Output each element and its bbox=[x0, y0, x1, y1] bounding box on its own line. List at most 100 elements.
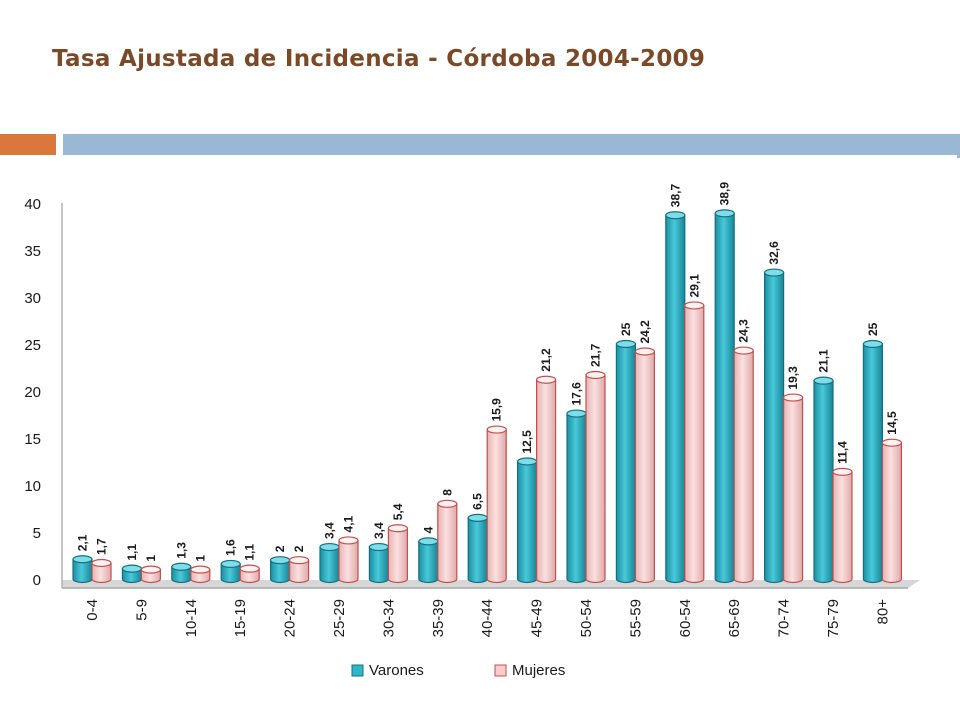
bar-varones-top bbox=[665, 211, 686, 220]
y-tick-label: 10 bbox=[24, 478, 41, 495]
bar-mujeres bbox=[536, 379, 557, 584]
x-tick-label: 50-54 bbox=[578, 599, 595, 637]
bar-varones-top bbox=[516, 457, 538, 466]
data-label: 32,6 bbox=[767, 241, 781, 265]
x-tick-label: 20-24 bbox=[282, 599, 299, 637]
bar-varones bbox=[319, 546, 340, 584]
bar-mujeres-top bbox=[486, 425, 507, 434]
data-label: 6,5 bbox=[471, 493, 485, 510]
bar-varones-top bbox=[763, 268, 785, 277]
x-tick-label: 60-54 bbox=[677, 599, 694, 637]
bar-mujeres bbox=[91, 562, 112, 584]
bar-varones bbox=[862, 343, 883, 584]
data-label: 38,7 bbox=[668, 184, 682, 208]
bar-varones-top bbox=[72, 555, 93, 564]
y-tick-label: 5 bbox=[33, 525, 41, 542]
bar-mujeres-top bbox=[239, 564, 260, 573]
bar-varones bbox=[764, 271, 785, 584]
bar-varones-top bbox=[319, 542, 340, 552]
bar-varones-top bbox=[566, 409, 587, 418]
y-tick-label: 15 bbox=[24, 431, 41, 448]
data-label: 15,9 bbox=[490, 398, 504, 422]
data-label: 1 bbox=[193, 555, 207, 562]
x-tick-label: 75-79 bbox=[825, 599, 842, 637]
data-label: 38,9 bbox=[718, 182, 732, 206]
data-label: 29,1 bbox=[687, 274, 701, 298]
x-tick-label: 45-49 bbox=[529, 599, 546, 637]
bar-mujeres bbox=[338, 539, 359, 584]
bar-varones bbox=[418, 540, 439, 584]
x-tick-label: 25-29 bbox=[331, 599, 348, 637]
legend-swatch-mujeres bbox=[494, 664, 507, 677]
x-tick-label: 35-39 bbox=[430, 599, 447, 637]
bar-mujeres bbox=[783, 396, 804, 584]
data-label: 25 bbox=[866, 322, 880, 336]
x-tick-label: 5-9 bbox=[133, 599, 150, 621]
data-label: 21,7 bbox=[589, 343, 603, 367]
bar-mujeres-top bbox=[585, 370, 606, 380]
x-tick-label: 15-19 bbox=[232, 599, 249, 637]
data-label: 19,3 bbox=[786, 366, 800, 390]
bar-varones-top bbox=[418, 537, 439, 546]
page-title: Tasa Ajustada de Incidencia - Córdoba 20… bbox=[52, 46, 706, 72]
bar-varones-top bbox=[121, 564, 142, 573]
bar-varones-top bbox=[467, 513, 488, 522]
bar-mujeres-top bbox=[832, 467, 853, 476]
bar-mujeres-top bbox=[338, 536, 359, 545]
bar-mujeres bbox=[881, 442, 902, 584]
data-label: 24,2 bbox=[638, 320, 652, 344]
bar-mujeres-top bbox=[684, 301, 705, 310]
bar-varones-top bbox=[171, 562, 192, 571]
data-label: 14,5 bbox=[885, 411, 899, 435]
accent-bar-orange bbox=[0, 134, 56, 155]
accent-bar-blue-edge bbox=[957, 134, 960, 158]
bar-varones bbox=[517, 460, 538, 584]
data-label: 4,1 bbox=[342, 515, 356, 532]
x-tick-label: 40-44 bbox=[479, 599, 496, 637]
data-label: 17,6 bbox=[570, 382, 584, 406]
bar-varones-top bbox=[270, 556, 291, 565]
x-tick-label: 65-69 bbox=[726, 599, 743, 637]
data-label: 8 bbox=[440, 489, 454, 496]
x-tick-label: 80+ bbox=[874, 599, 891, 625]
accent-bar-blue bbox=[63, 134, 960, 155]
legend-swatch-varones bbox=[351, 664, 364, 677]
bar-mujeres bbox=[634, 350, 655, 584]
bar-mujeres-top bbox=[881, 438, 903, 447]
bar-mujeres-top bbox=[387, 524, 408, 533]
x-tick-label: 70-74 bbox=[776, 599, 793, 637]
bar-mujeres bbox=[437, 503, 458, 584]
data-label: 25 bbox=[619, 322, 633, 336]
bar-varones bbox=[615, 343, 636, 584]
bar-varones-top bbox=[813, 376, 834, 385]
bar-mujeres bbox=[684, 304, 705, 584]
bar-mujeres-top bbox=[91, 558, 112, 568]
y-tick-label: 0 bbox=[33, 572, 41, 589]
data-label: 2 bbox=[273, 545, 287, 552]
bar-varones bbox=[665, 214, 686, 584]
y-tick-label: 40 bbox=[24, 196, 41, 213]
y-tick-label: 25 bbox=[24, 337, 41, 354]
bar-varones-top bbox=[862, 339, 884, 349]
bar-mujeres bbox=[585, 374, 606, 584]
bar-mujeres bbox=[387, 527, 408, 584]
data-label: 4 bbox=[421, 526, 435, 533]
bar-varones bbox=[368, 546, 389, 584]
data-label: 1,7 bbox=[95, 538, 109, 555]
bar-mujeres-top bbox=[190, 565, 211, 574]
bar-mujeres-top bbox=[140, 565, 161, 574]
bar-mujeres-top bbox=[634, 347, 656, 356]
bar-varones bbox=[467, 517, 488, 584]
data-label: 1,1 bbox=[243, 544, 257, 561]
data-label: 24,3 bbox=[737, 319, 751, 343]
bar-mujeres bbox=[832, 471, 853, 584]
x-tick-label: 30-34 bbox=[380, 599, 397, 637]
data-label: 1,1 bbox=[125, 544, 139, 561]
data-label: 3,4 bbox=[372, 522, 386, 539]
bar-mujeres bbox=[289, 559, 310, 584]
bar-varones-top bbox=[368, 542, 389, 552]
bar-varones bbox=[714, 212, 735, 584]
bar-varones bbox=[566, 412, 587, 584]
bar-mujeres-top bbox=[733, 346, 754, 355]
bar-varones-top bbox=[714, 209, 735, 218]
